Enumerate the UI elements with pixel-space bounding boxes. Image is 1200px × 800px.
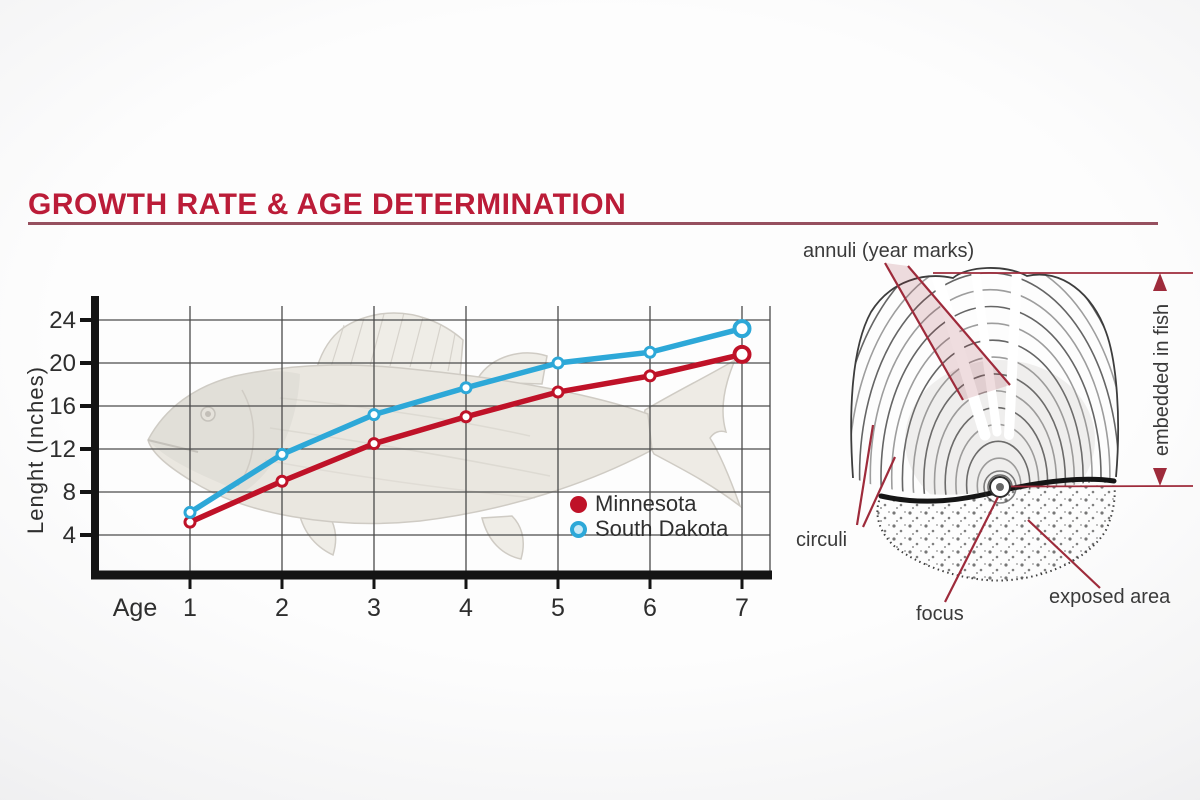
- data-point: [551, 356, 565, 370]
- chart-legend: Minnesota South Dakota: [570, 491, 729, 542]
- minnesota-swatch-icon: [570, 495, 587, 513]
- exposed-leader-line: [1027, 519, 1101, 589]
- focus-label: focus: [916, 603, 964, 625]
- focus-leader-line: [944, 496, 999, 603]
- scale-diagram: [795, 250, 1200, 610]
- fish-watermark-image: [147, 312, 742, 560]
- data-point: [459, 381, 473, 395]
- scale-outline: [850, 267, 1120, 479]
- title-underline: [28, 222, 1158, 225]
- data-point: [732, 319, 752, 339]
- arrow-down-icon: [1153, 468, 1167, 486]
- data-point: [732, 344, 752, 364]
- data-point: [367, 437, 381, 451]
- y-tick-label: 20: [49, 350, 76, 377]
- x-axis-title: Age: [113, 594, 157, 622]
- circuli-label: circuli: [796, 529, 848, 551]
- page-title: GROWTH RATE & AGE DETERMINATION: [28, 188, 627, 221]
- south-dakota-swatch-icon: [570, 520, 587, 538]
- data-point: [275, 447, 289, 461]
- legend-label: South Dakota: [595, 516, 729, 541]
- y-axis-title: Lenght (Inches): [23, 366, 48, 534]
- legend-item-minnesota: Minnesota: [570, 491, 728, 516]
- legend-label: Minnesota: [595, 491, 697, 516]
- x-tick-label: 4: [459, 594, 473, 622]
- y-tick-label: 16: [49, 393, 76, 420]
- x-tick-label: 6: [643, 594, 657, 622]
- exposed-area-region: [877, 479, 1115, 581]
- data-point: [275, 474, 289, 488]
- circuli-ring: [880, 305, 1102, 495]
- x-tick-label: 7: [735, 594, 749, 622]
- circuli-leader-line: [861, 456, 897, 528]
- annuli-label: annuli (year marks): [803, 240, 975, 262]
- dimension-line-bottom: [1010, 485, 1194, 488]
- x-tick-label: 5: [551, 594, 565, 622]
- x-tick-label: 3: [367, 594, 381, 622]
- data-point: [183, 505, 197, 519]
- embedded-in-fish-label: embedded in fish: [1151, 303, 1173, 457]
- y-tick-label: 8: [63, 479, 76, 506]
- data-point: [643, 369, 657, 383]
- data-point: [367, 408, 381, 422]
- data-point: [551, 385, 565, 399]
- circuli-leader-line: [855, 424, 875, 526]
- annuli-leader-line: [907, 265, 1011, 386]
- data-point: [643, 345, 657, 359]
- x-tick-label: 1: [183, 594, 197, 622]
- y-tick-label: 24: [49, 307, 76, 334]
- growth-chart: 4 8 12 16 20 24 1 2 3 4 5 6 7 Age Minnesota South Dak…: [30, 278, 780, 628]
- arrow-up-icon: [1153, 273, 1167, 291]
- data-point: [459, 410, 473, 424]
- legend-item-south-dakota: South Dakota: [570, 516, 729, 541]
- y-tick-label: 12: [49, 436, 76, 463]
- y-tick-label: 4: [63, 522, 76, 549]
- circuli-ring: [869, 288, 1111, 495]
- annuli-highlight-band: [885, 263, 1010, 400]
- exposed-area-label: exposed area: [1049, 586, 1171, 608]
- x-tick-label: 2: [275, 594, 289, 622]
- scale-diagram-drawing: [850, 262, 1194, 603]
- annuli-leader-line: [884, 262, 964, 401]
